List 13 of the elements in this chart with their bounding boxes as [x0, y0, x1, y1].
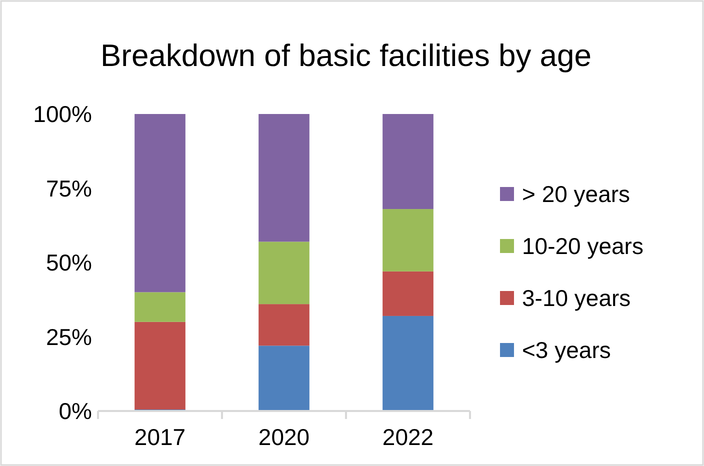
- x-tick-label: 2022: [382, 424, 434, 450]
- y-tick-label: 0%: [58, 398, 92, 424]
- y-tick-label: 100%: [33, 101, 92, 128]
- chart-title: Breakdown of basic facilities by age: [100, 38, 592, 73]
- x-tick-label: 2020: [258, 424, 310, 450]
- legend-label: 3-10 years: [522, 285, 631, 312]
- y-tick-label: 50%: [46, 250, 92, 276]
- y-tick-label: 75%: [46, 175, 92, 202]
- legend-label: > 20 years: [522, 181, 630, 208]
- y-tick-label: 25%: [46, 324, 92, 350]
- legend-label: 10-20 years: [522, 233, 644, 260]
- x-tick-label: 2017: [134, 424, 186, 450]
- legend-label: <3 years: [522, 337, 611, 364]
